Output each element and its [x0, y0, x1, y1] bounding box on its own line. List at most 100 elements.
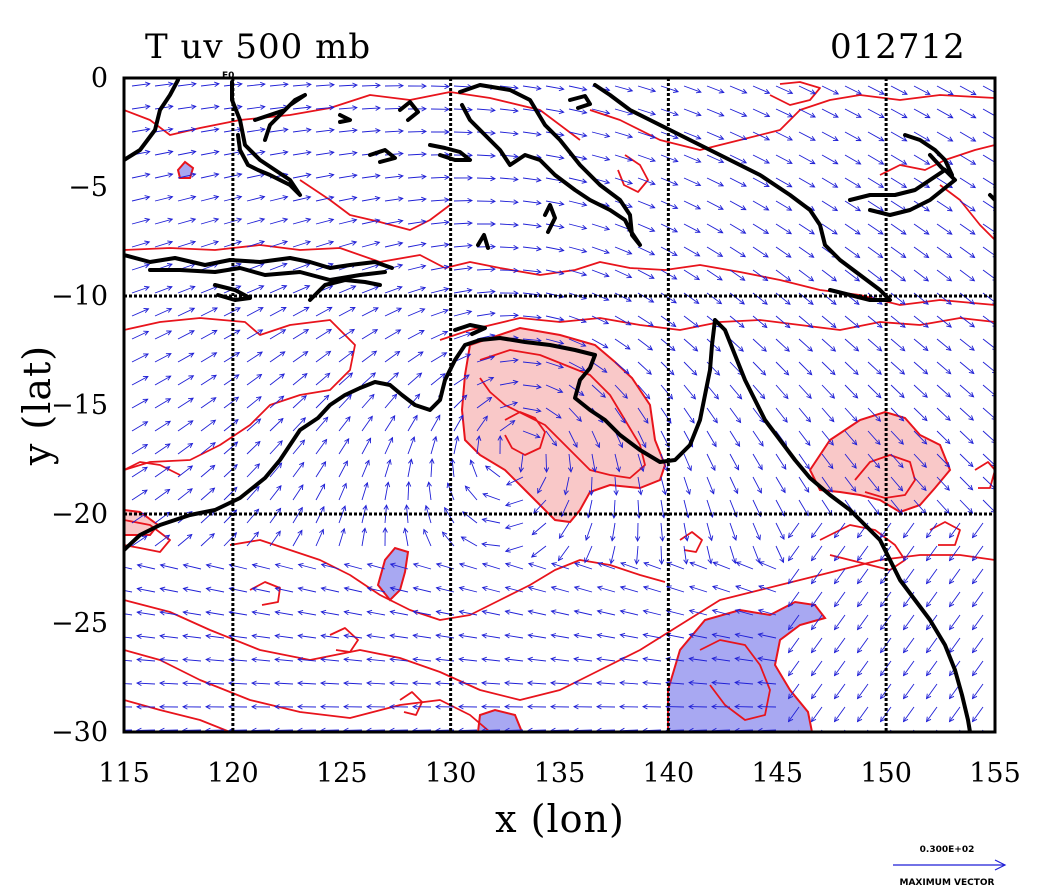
wind-vector-head: [809, 135, 816, 141]
wind-vector-head: [901, 182, 908, 189]
wind-vector: [913, 85, 931, 95]
wind-vector-head: [736, 393, 743, 400]
wind-vector-head: [783, 369, 790, 376]
wind-vector: [476, 356, 495, 363]
wind-vector: [844, 453, 857, 469]
wind-vector: [246, 240, 265, 248]
wind-vector: [413, 563, 432, 570]
wind-vector-head: [144, 217, 151, 224]
wind-vector-head: [581, 86, 588, 92]
wind-vector-head: [901, 136, 908, 142]
wind-vector: [315, 329, 332, 340]
wind-vector-head: [787, 578, 794, 585]
wind-vector: [453, 200, 473, 202]
wind-vector: [298, 658, 317, 662]
wind-vector: [844, 223, 861, 235]
wind-vector: [545, 361, 564, 369]
wind-vector: [706, 154, 724, 163]
wind-vector-head: [297, 633, 304, 639]
wind-vector-head: [143, 353, 149, 359]
wind-vector-head: [971, 578, 978, 585]
wind-vector-head: [371, 350, 378, 356]
wind-vector-head: [418, 330, 425, 335]
wind-vector-head: [212, 307, 218, 313]
wind-vector-head: [944, 438, 951, 445]
wind-vector-head: [785, 252, 792, 258]
wind-vector-head: [899, 345, 906, 352]
wind-vector-head: [343, 609, 350, 616]
wind-vector-head: [275, 507, 282, 514]
wind-vector: [758, 681, 777, 685]
wind-vector-head: [828, 440, 834, 446]
wind-vector: [366, 682, 386, 685]
wind-vector: [752, 361, 766, 376]
wind-vector: [246, 374, 262, 386]
wind-vector-head: [412, 562, 419, 568]
wind-vector-head: [947, 113, 954, 119]
wind-vector-head: [209, 487, 216, 493]
wind-vector: [269, 440, 283, 455]
wind-vector-head: [420, 286, 427, 292]
wind-vector-head: [667, 393, 674, 400]
wind-vector: [430, 309, 449, 317]
wind-vector: [614, 131, 633, 138]
wind-vector-head: [297, 609, 304, 616]
wind-vector: [788, 637, 800, 653]
wind-vector-head: [536, 314, 542, 320]
wind-vector: [275, 635, 294, 639]
wind-vector-head: [550, 633, 557, 639]
wind-vector-head: [504, 704, 510, 710]
wind-vector: [752, 476, 762, 494]
wind-vector: [528, 586, 547, 593]
wind-vector-head: [902, 693, 909, 700]
wind-vector-head: [209, 533, 215, 539]
wind-vector: [338, 528, 345, 547]
wind-vector-head: [625, 320, 632, 326]
wind-vector: [620, 562, 639, 570]
wind-vector: [223, 441, 238, 455]
wind-vector-head: [879, 532, 886, 539]
wind-vector: [867, 154, 884, 165]
temperature-isoline: [124, 519, 171, 553]
wind-vector-head: [390, 414, 396, 421]
wind-vector-head: [504, 585, 511, 592]
wind-vector: [936, 131, 953, 142]
wind-vector: [706, 453, 716, 471]
wind-vector-head: [899, 392, 905, 399]
wind-vector: [430, 85, 450, 88]
wind-vector-head: [734, 656, 741, 662]
y-axis-label: y (lat): [15, 345, 59, 466]
wind-vector-head: [925, 601, 932, 608]
wind-vector: [476, 154, 496, 157]
wind-vector-head: [852, 416, 858, 423]
wind-vector-head: [581, 132, 588, 138]
wind-vector-head: [604, 248, 610, 255]
wind-vector-head: [205, 610, 212, 616]
wind-vector-head: [460, 536, 467, 542]
y-tick-labels: 0−5−10−15−20−25−30: [51, 63, 108, 748]
wind-vector-head: [897, 485, 904, 492]
wind-vector: [154, 128, 173, 133]
wind-vector: [407, 436, 415, 455]
wind-vector: [223, 106, 242, 110]
wind-vector: [834, 637, 846, 653]
wind-vector-head: [278, 395, 285, 401]
wind-vector-head: [382, 527, 388, 533]
wind-vector: [200, 307, 218, 317]
wind-vector-head: [236, 195, 243, 201]
wind-vector: [545, 384, 563, 393]
wind-vector-head: [830, 299, 837, 306]
wind-vector: [735, 657, 754, 662]
wind-vector-head: [923, 252, 930, 259]
wind-vector-head: [970, 90, 977, 96]
wind-vector-head: [853, 322, 860, 329]
wind-vector-head: [967, 461, 974, 468]
wind-vector: [505, 610, 524, 616]
wind-vector: [637, 384, 651, 399]
wind-vector: [154, 173, 173, 179]
wind-vector-head: [741, 158, 748, 164]
wind-vector: [890, 269, 906, 282]
wind-vector-head: [948, 716, 955, 723]
wind-vector-head: [600, 392, 606, 398]
wind-vector-head: [902, 670, 909, 677]
